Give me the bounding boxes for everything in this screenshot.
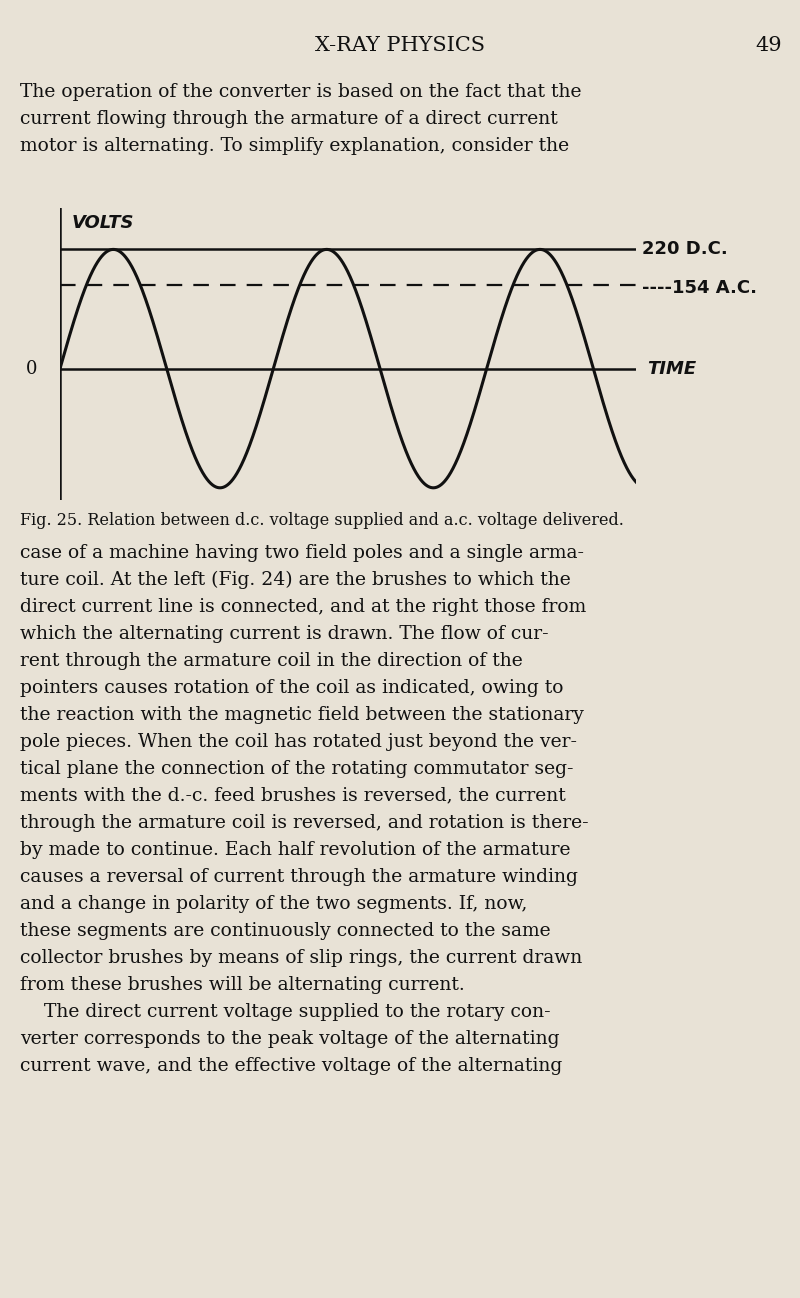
- Text: from these brushes will be alternating current.: from these brushes will be alternating c…: [20, 976, 465, 994]
- Text: and a change in polarity of the two segments. If, now,: and a change in polarity of the two segm…: [20, 894, 527, 912]
- Text: X-RAY PHYSICS: X-RAY PHYSICS: [315, 36, 485, 55]
- Text: verter corresponds to the peak voltage of the alternating: verter corresponds to the peak voltage o…: [20, 1029, 559, 1047]
- Text: current wave, and the effective voltage of the alternating: current wave, and the effective voltage …: [20, 1057, 562, 1075]
- Text: 49: 49: [755, 36, 782, 55]
- Text: pole pieces. When the coil has rotated just beyond the ver-: pole pieces. When the coil has rotated j…: [20, 733, 577, 750]
- Text: TIME: TIME: [647, 360, 697, 378]
- Text: The direct current voltage supplied to the rotary con-: The direct current voltage supplied to t…: [20, 1003, 550, 1020]
- Text: by made to continue. Each half revolution of the armature: by made to continue. Each half revolutio…: [20, 841, 570, 859]
- Text: through the armature coil is reversed, and rotation is there-: through the armature coil is reversed, a…: [20, 814, 589, 832]
- Text: collector brushes by means of slip rings, the current drawn: collector brushes by means of slip rings…: [20, 949, 582, 967]
- Text: pointers causes rotation of the coil as indicated, owing to: pointers causes rotation of the coil as …: [20, 679, 563, 697]
- Text: ture coil. At the left (Fig. 24) are the brushes to which the: ture coil. At the left (Fig. 24) are the…: [20, 571, 570, 589]
- Text: which the alternating current is drawn. The flow of cur-: which the alternating current is drawn. …: [20, 624, 549, 643]
- Text: these segments are continuously connected to the same: these segments are continuously connecte…: [20, 922, 550, 940]
- Text: current flowing through the armature of a direct current: current flowing through the armature of …: [20, 110, 558, 129]
- Text: rent through the armature coil in the direction of the: rent through the armature coil in the di…: [20, 652, 522, 670]
- Text: direct current line is connected, and at the right those from: direct current line is connected, and at…: [20, 598, 586, 615]
- Text: Fig. 25. Relation between d.c. voltage supplied and a.c. voltage delivered.: Fig. 25. Relation between d.c. voltage s…: [20, 511, 624, 528]
- Text: tical plane the connection of the rotating commutator seg-: tical plane the connection of the rotati…: [20, 759, 574, 778]
- Text: 0: 0: [26, 360, 37, 378]
- Text: case of a machine having two field poles and a single arma-: case of a machine having two field poles…: [20, 544, 584, 562]
- Text: ----154 A.C.: ----154 A.C.: [642, 279, 757, 297]
- Text: the reaction with the magnetic field between the stationary: the reaction with the magnetic field bet…: [20, 706, 584, 724]
- Text: causes a reversal of current through the armature winding: causes a reversal of current through the…: [20, 868, 578, 885]
- Text: motor is alternating. To simplify explanation, consider the: motor is alternating. To simplify explan…: [20, 138, 569, 154]
- Text: The operation of the converter is based on the fact that the: The operation of the converter is based …: [20, 83, 582, 101]
- Text: VOLTS: VOLTS: [71, 214, 134, 232]
- Text: 220 D.C.: 220 D.C.: [642, 240, 728, 258]
- Text: ments with the d.-c. feed brushes is reversed, the current: ments with the d.-c. feed brushes is rev…: [20, 787, 566, 805]
